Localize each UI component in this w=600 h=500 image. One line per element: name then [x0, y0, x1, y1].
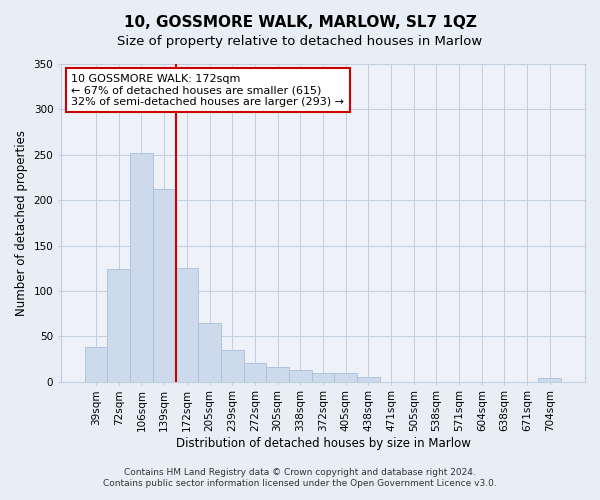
Bar: [130, 153, 153, 382]
Bar: [198, 322, 221, 382]
Text: 10 GOSSMORE WALK: 172sqm
← 67% of detached houses are smaller (615)
32% of semi-: 10 GOSSMORE WALK: 172sqm ← 67% of detach…: [71, 74, 344, 106]
Bar: [266, 367, 289, 382]
Y-axis label: Number of detached properties: Number of detached properties: [15, 130, 28, 316]
Bar: [357, 377, 380, 382]
Bar: [85, 347, 107, 382]
Text: Size of property relative to detached houses in Marlow: Size of property relative to detached ho…: [118, 35, 482, 48]
Bar: [221, 350, 244, 382]
Bar: [176, 268, 198, 382]
Bar: [311, 372, 334, 382]
Text: Contains HM Land Registry data © Crown copyright and database right 2024.
Contai: Contains HM Land Registry data © Crown c…: [103, 468, 497, 487]
X-axis label: Distribution of detached houses by size in Marlow: Distribution of detached houses by size …: [176, 437, 470, 450]
Bar: [538, 378, 561, 382]
Bar: [107, 269, 130, 382]
Bar: [289, 370, 311, 382]
Bar: [153, 190, 176, 382]
Text: 10, GOSSMORE WALK, MARLOW, SL7 1QZ: 10, GOSSMORE WALK, MARLOW, SL7 1QZ: [124, 15, 476, 30]
Bar: [244, 362, 266, 382]
Bar: [334, 372, 357, 382]
